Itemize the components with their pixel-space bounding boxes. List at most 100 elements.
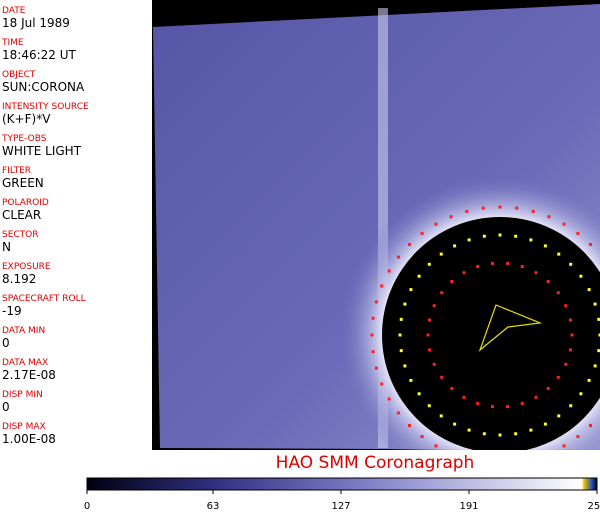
- marker-dot: [407, 424, 411, 428]
- marker-dot: [568, 318, 572, 322]
- marker-dot: [417, 392, 421, 396]
- marker-dot: [593, 302, 597, 306]
- marker-dot: [490, 261, 494, 265]
- field-label: SPACECRAFT ROLL: [2, 294, 86, 304]
- marker-dot: [557, 414, 561, 418]
- colorbar-tick-label: 255: [587, 501, 600, 512]
- marker-dot: [498, 433, 502, 437]
- field-label: DISP MAX: [2, 422, 46, 432]
- field-label: DATA MAX: [2, 358, 48, 368]
- marker-dot: [467, 428, 471, 432]
- marker-dot: [427, 262, 431, 266]
- marker-dot: [371, 350, 375, 354]
- marker-dot: [570, 333, 574, 337]
- field-value: -19: [2, 304, 22, 318]
- field-value: 2.17E-08: [2, 368, 56, 382]
- marker-dot: [546, 279, 550, 283]
- field-label: DISP MIN: [2, 390, 43, 400]
- marker-dot: [428, 348, 432, 352]
- marker-dot: [499, 462, 502, 465]
- marker-dot: [587, 378, 591, 382]
- marker-dot: [449, 215, 453, 219]
- marker-dot: [515, 206, 519, 210]
- title: HAO SMM Coronagraph: [276, 453, 475, 473]
- marker-dot: [453, 422, 457, 426]
- marker-dot: [576, 435, 580, 439]
- field-label: FILTER: [2, 166, 31, 176]
- field-label: INTENSITY SOURCE: [2, 102, 89, 112]
- field-value: 18 Jul 1989: [2, 16, 70, 30]
- marker-dot: [506, 261, 510, 265]
- marker-dot: [562, 222, 566, 226]
- marker-dot: [506, 405, 510, 409]
- marker-dot: [407, 242, 411, 246]
- marker-dot: [569, 404, 573, 408]
- marker-dot: [514, 432, 518, 436]
- occulting-disk: [382, 217, 600, 450]
- marker-dot: [543, 422, 547, 426]
- marker-dot: [482, 460, 485, 463]
- marker-dot: [534, 271, 538, 275]
- field-value: CLEAR: [2, 208, 41, 222]
- marker-dot: [556, 291, 560, 295]
- marker-dot: [547, 215, 551, 219]
- marker-dot: [556, 375, 560, 379]
- sun-marker: [478, 304, 543, 352]
- marker-dot: [579, 392, 583, 396]
- marker-dot: [434, 444, 438, 448]
- marker-dot: [498, 205, 502, 209]
- marker-dot: [597, 317, 600, 321]
- marker-dot: [403, 302, 407, 306]
- marker-dot: [520, 401, 524, 405]
- marker-dot: [370, 333, 374, 337]
- marker-dot: [568, 348, 572, 352]
- marker-dot: [398, 333, 402, 337]
- field-value: 0: [2, 400, 10, 414]
- colorbar-tick-label: 0: [84, 501, 90, 512]
- marker-dot: [420, 231, 424, 235]
- marker-dot: [399, 317, 403, 321]
- marker-dot: [450, 387, 454, 391]
- marker-dot: [589, 242, 593, 246]
- marker-dot: [482, 234, 486, 238]
- marker-dot: [557, 252, 561, 256]
- marker-dot: [387, 269, 391, 273]
- marker-dot: [587, 288, 591, 292]
- field-value: 8.192: [2, 272, 36, 286]
- marker-dot: [380, 284, 384, 288]
- marker-dot: [476, 265, 480, 269]
- marker-dot: [532, 457, 535, 460]
- marker-dot: [515, 460, 518, 463]
- marker-dot: [434, 222, 438, 226]
- marker-dot: [569, 262, 573, 266]
- field-value: 18:46:22 UT: [2, 48, 76, 62]
- marker-dot: [387, 397, 391, 401]
- marker-dot: [374, 300, 378, 304]
- field-label: TIME: [1, 38, 24, 48]
- marker-dot: [597, 349, 600, 353]
- marker-dot: [534, 395, 538, 399]
- marker-dot: [467, 238, 471, 242]
- colorbar-tick-label: 191: [459, 501, 478, 512]
- marker-dot: [481, 206, 485, 210]
- marker-dot: [453, 244, 457, 248]
- field-label: TYPE-OBS: [1, 134, 47, 144]
- marker-dot: [374, 366, 378, 370]
- marker-dot: [462, 271, 466, 275]
- marker-dot: [380, 382, 384, 386]
- marker-dot: [564, 304, 568, 308]
- marker-dot: [440, 375, 444, 379]
- marker-dot: [547, 452, 550, 455]
- marker-dot: [432, 362, 436, 366]
- colorbar: [86, 477, 598, 491]
- marker-dot: [543, 244, 547, 248]
- marker-dot: [482, 432, 486, 436]
- marker-dot: [439, 252, 443, 256]
- marker-dot: [426, 333, 430, 337]
- coronagraph-image: [153, 4, 600, 465]
- marker-dot: [409, 288, 413, 292]
- marker-dot: [440, 291, 444, 295]
- field-label: POLAROID: [2, 198, 49, 208]
- field-label: DATE: [2, 6, 26, 16]
